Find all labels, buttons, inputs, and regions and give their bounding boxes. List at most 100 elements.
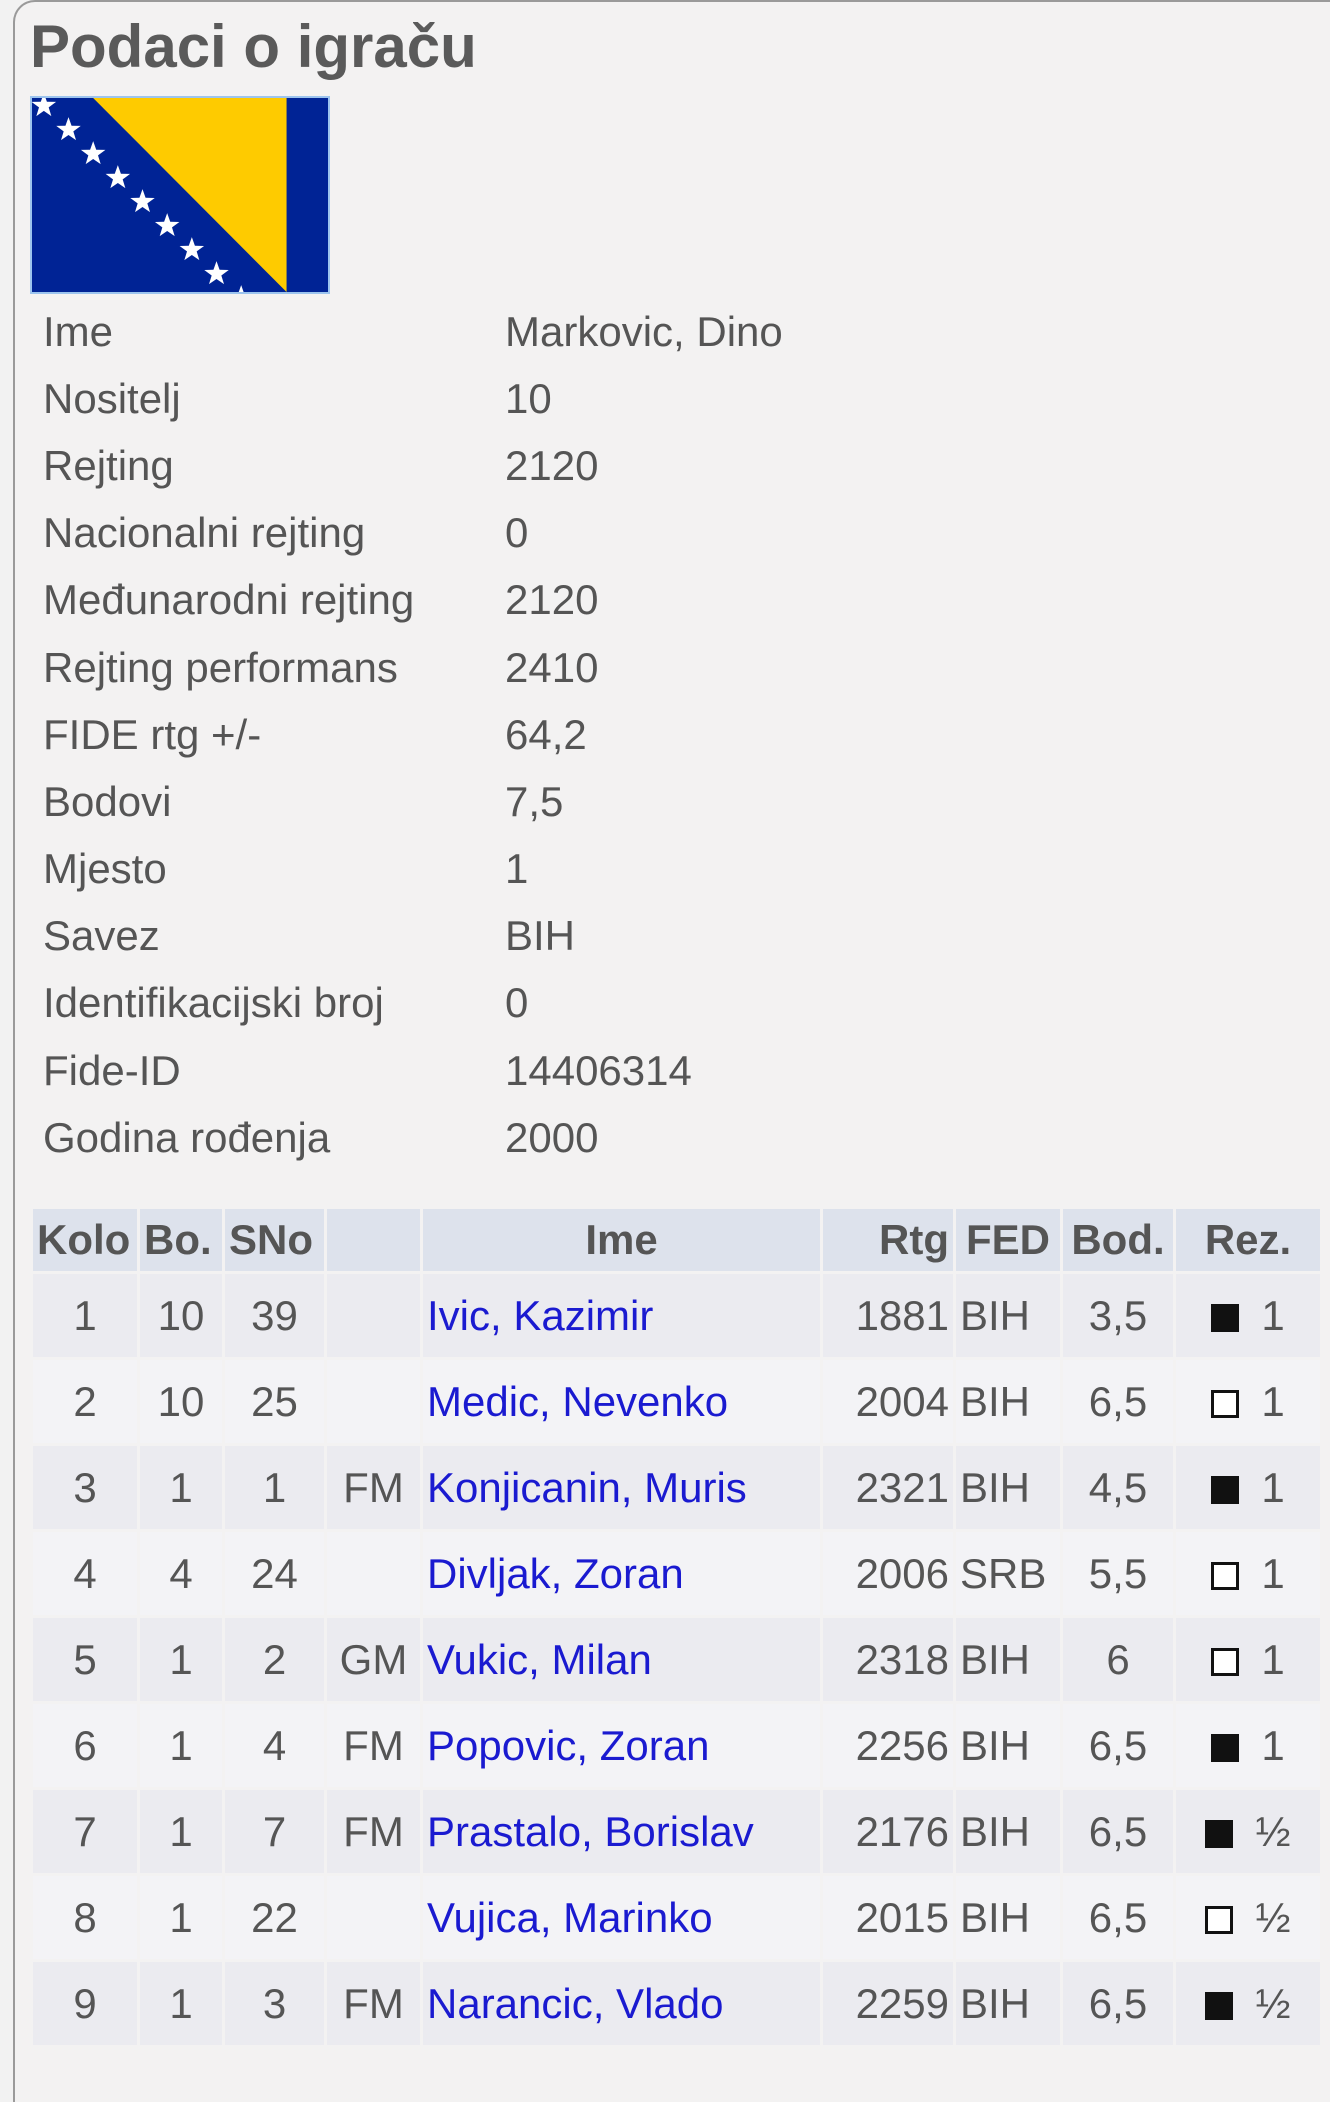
result-value: 1 [1261, 1635, 1285, 1683]
result-cell: 1 [1176, 1360, 1320, 1443]
info-label: Međunarodni rejting [43, 576, 415, 624]
info-row: Bodovi 7,5 [43, 768, 783, 835]
round-cell: 5 [33, 1618, 137, 1701]
flag-star [130, 189, 155, 213]
board-cell: 1 [140, 1876, 222, 1959]
result-value: 1 [1261, 1549, 1285, 1597]
result-value: ½ [1255, 1893, 1291, 1941]
title-cell: FM [327, 1962, 420, 2045]
info-label: Nositelj [43, 374, 181, 422]
black-piece-icon [1211, 1733, 1240, 1762]
info-row: Godina rođenja 2000 [43, 1104, 783, 1171]
points-cell: 6,5 [1063, 1360, 1173, 1443]
round-cell: 8 [33, 1876, 137, 1959]
info-label: Savez [43, 912, 160, 960]
info-row: Mjesto 1 [43, 836, 783, 903]
board-cell: 10 [140, 1274, 222, 1357]
info-value: 2120 [505, 576, 599, 624]
info-label: Godina rođenja [43, 1113, 331, 1161]
opponent-link[interactable]: Popovic, Zoran [427, 1721, 710, 1769]
result-cell: 1 [1176, 1532, 1320, 1615]
header-points: Bod. [1063, 1209, 1173, 1271]
result-value: ½ [1255, 1979, 1291, 2027]
table-row: 2 10 25 Medic, Nevenko 2004 BIH 6,5 1 [33, 1360, 1320, 1443]
round-cell: 2 [33, 1360, 137, 1443]
board-cell: 1 [140, 1704, 222, 1787]
flag-star [32, 98, 57, 117]
start-number-cell: 3 [225, 1962, 324, 2045]
opponent-link[interactable]: Prastalo, Borislav [427, 1807, 754, 1855]
title-cell: FM [327, 1446, 420, 1529]
header-title [327, 1209, 420, 1271]
result-value: 1 [1261, 1377, 1285, 1425]
name-cell: Vukic, Milan [423, 1618, 820, 1701]
opponent-link[interactable]: Narancic, Vlado [427, 1979, 724, 2027]
flag-star [238, 285, 244, 292]
federation-cell: SRB [956, 1532, 1060, 1615]
title-cell [327, 1360, 420, 1443]
info-value: BIH [505, 912, 576, 960]
title-cell [327, 1876, 420, 1959]
points-cell: 6,5 [1063, 1876, 1173, 1959]
table-row: 1 10 39 Ivic, Kazimir 1881 BIH 3,5 1 [33, 1274, 1320, 1357]
round-cell: 9 [33, 1962, 137, 2045]
info-label: Bodovi [43, 777, 172, 825]
points-cell: 6,5 [1063, 1962, 1173, 2045]
flag-star [154, 213, 180, 237]
table-row: 3 1 1 FM Konjicanin, Muris 2321 BIH 4,5 … [33, 1446, 1320, 1529]
start-number-cell: 24 [225, 1532, 324, 1615]
white-piece-icon [1211, 1561, 1240, 1590]
result-cell: 1 [1176, 1446, 1320, 1529]
title-cell: FM [327, 1790, 420, 1873]
result-cell: ½ [1176, 1962, 1320, 2045]
info-label: Fide-ID [43, 1046, 181, 1094]
bih-flag-icon [30, 96, 330, 294]
opponent-link[interactable]: Divljak, Zoran [427, 1549, 684, 1597]
title-cell [327, 1274, 420, 1357]
federation-cell: BIH [956, 1446, 1060, 1529]
rating-cell: 2006 [823, 1532, 953, 1615]
result-cell: ½ [1176, 1876, 1320, 1959]
opponent-link[interactable]: Konjicanin, Muris [427, 1463, 747, 1511]
result-value: 1 [1261, 1721, 1285, 1769]
header-sno: SNo [225, 1209, 324, 1271]
opponent-link[interactable]: Vukic, Milan [427, 1635, 652, 1683]
start-number-cell: 7 [225, 1790, 324, 1873]
title-cell: FM [327, 1704, 420, 1787]
result-value: ½ [1255, 1807, 1291, 1855]
federation-cell: BIH [956, 1790, 1060, 1873]
info-label: Rejting [43, 441, 174, 489]
name-cell: Konjicanin, Muris [423, 1446, 820, 1529]
name-cell: Prastalo, Borislav [423, 1790, 820, 1873]
info-label: Rejting performans [43, 643, 398, 691]
info-value: 2410 [505, 643, 599, 691]
name-cell: Divljak, Zoran [423, 1532, 820, 1615]
black-piece-icon [1205, 1819, 1234, 1848]
black-piece-icon [1211, 1475, 1240, 1504]
info-row: Nositelj 10 [43, 365, 783, 432]
result-cell: ½ [1176, 1790, 1320, 1873]
points-cell: 6,5 [1063, 1704, 1173, 1787]
opponent-link[interactable]: Medic, Nevenko [427, 1377, 729, 1425]
info-label: Identifikacijski broj [43, 979, 384, 1027]
rating-cell: 2321 [823, 1446, 953, 1529]
round-cell: 4 [33, 1532, 137, 1615]
opponent-link[interactable]: Ivic, Kazimir [427, 1291, 654, 1339]
info-value: 0 [505, 509, 529, 557]
header-name: Ime [423, 1209, 820, 1271]
start-number-cell: 22 [225, 1876, 324, 1959]
federation-cell: BIH [956, 1876, 1060, 1959]
rating-cell: 2176 [823, 1790, 953, 1873]
round-cell: 6 [33, 1704, 137, 1787]
flag-star [204, 261, 229, 285]
name-cell: Medic, Nevenko [423, 1360, 820, 1443]
flag-star [105, 165, 131, 189]
rating-cell: 1881 [823, 1274, 953, 1357]
round-cell: 7 [33, 1790, 137, 1873]
opponent-link[interactable]: Vujica, Marinko [427, 1893, 713, 1941]
points-cell: 3,5 [1063, 1274, 1173, 1357]
table-row: 7 1 7 FM Prastalo, Borislav 2176 BIH 6,5… [33, 1790, 1320, 1873]
federation-cell: BIH [956, 1360, 1060, 1443]
board-cell: 4 [140, 1532, 222, 1615]
federation-cell: BIH [956, 1618, 1060, 1701]
